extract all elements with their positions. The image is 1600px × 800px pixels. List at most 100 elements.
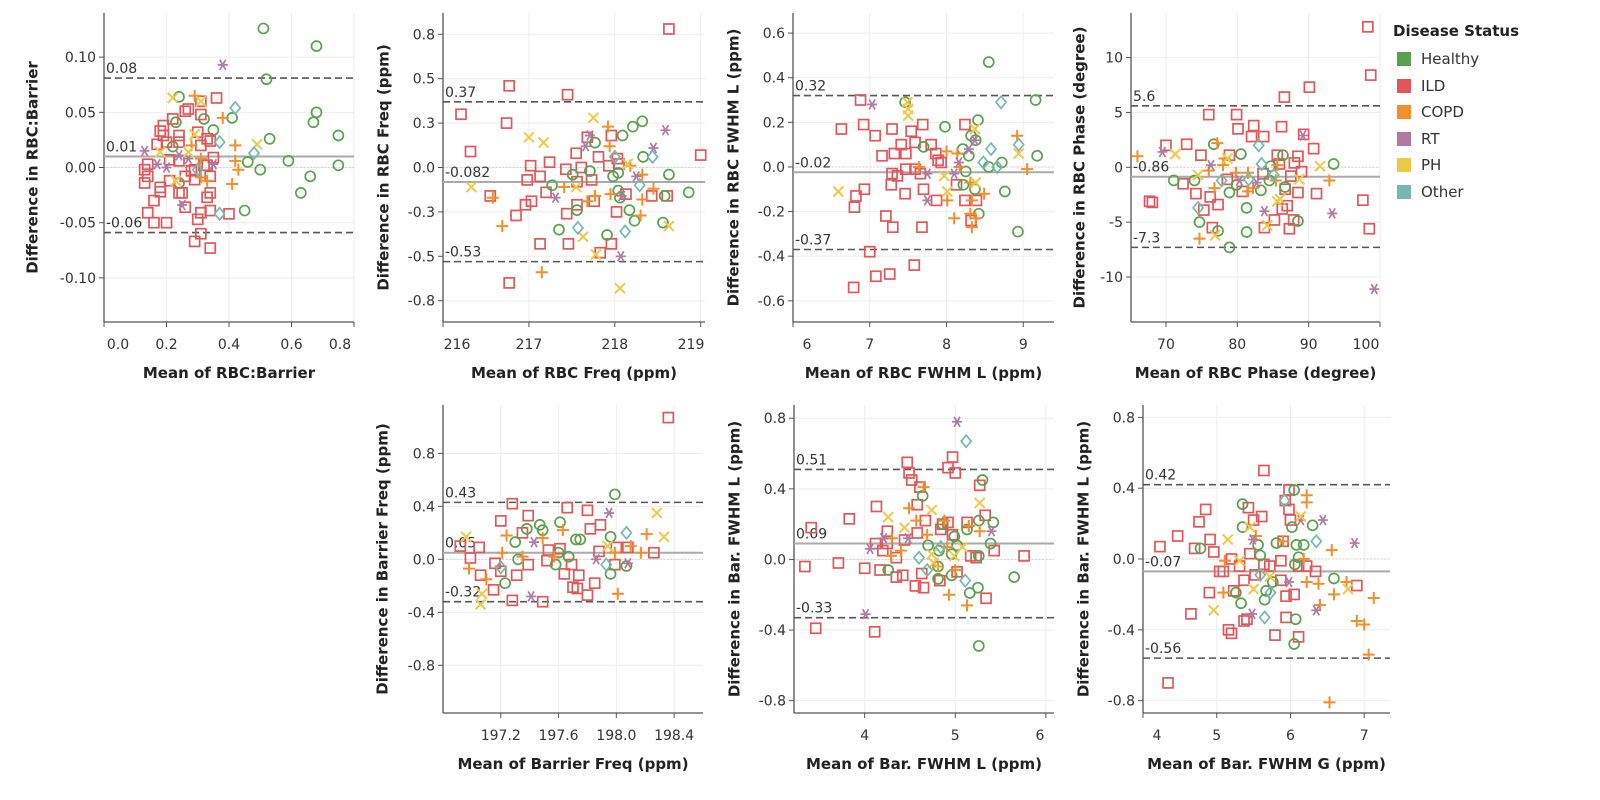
asterisk-marker [217, 59, 228, 71]
series-copd [463, 524, 653, 600]
circle-marker [1188, 174, 1201, 187]
square-marker [473, 541, 485, 554]
y-axis-title: Difference in Bar. FWHM L (ppm) [726, 421, 744, 697]
plus-marker [961, 599, 974, 612]
plus-marker [640, 528, 653, 541]
square-marker [1227, 585, 1240, 597]
square-marker [1199, 503, 1212, 516]
square-marker [1255, 510, 1268, 523]
circle-marker [999, 185, 1011, 198]
series-rt [867, 99, 980, 206]
legend-item-copd[interactable]: COPD [1393, 99, 1519, 126]
square-marker [210, 92, 223, 104]
cross-marker [1274, 193, 1286, 205]
series-ph [882, 497, 986, 569]
legend-item-ph[interactable]: PH [1393, 152, 1519, 179]
series-rt [1157, 130, 1380, 295]
series-rt [550, 124, 671, 262]
x-tick-label: 100 [1353, 337, 1380, 353]
legend-item-other[interactable]: Other [1393, 179, 1519, 206]
y-tick-label: 0.8 [764, 411, 786, 427]
lower-value-label: -0.56 [1145, 641, 1181, 657]
asterisk-marker [922, 168, 933, 180]
legend-item-ild[interactable]: ILD [1393, 73, 1519, 100]
circle-marker [1252, 538, 1264, 551]
cross-marker [188, 128, 201, 141]
square-marker [559, 163, 572, 176]
square-marker [858, 562, 871, 575]
y-tick-label: 0.2 [763, 115, 785, 131]
circle-marker [549, 558, 562, 571]
legend-swatch [1397, 105, 1411, 120]
circle-marker [295, 187, 307, 199]
legend-label: Healthy [1421, 50, 1480, 69]
circle-marker [1029, 94, 1042, 106]
circle-marker [917, 141, 930, 153]
y-tick-label: 0.0 [413, 161, 435, 177]
square-marker [506, 594, 519, 607]
series-rt [139, 59, 228, 211]
plot-panel-6: 4 5 6 -0.8 -0.4 0.0 0.4 0.8 0.09 0.51 -0.33 Mean of… [726, 405, 1054, 773]
y-tick-label: 0.00 [65, 161, 96, 177]
cross-marker [590, 248, 602, 261]
legend-item-healthy[interactable]: Healthy [1393, 46, 1519, 73]
plus-marker [894, 544, 907, 557]
square-marker [1283, 222, 1296, 235]
plus-marker [536, 532, 549, 545]
circle-marker [623, 204, 636, 216]
square-marker [562, 238, 575, 250]
asterisk-marker [550, 192, 561, 204]
circle-marker [636, 115, 649, 128]
x-tick-label: 70 [1157, 337, 1175, 353]
upper-value-label: 0.43 [445, 485, 476, 501]
cross-marker [969, 123, 981, 135]
plus-marker [1202, 164, 1215, 177]
circle-marker [282, 155, 295, 167]
plus-marker [634, 209, 647, 222]
square-marker [1292, 186, 1304, 199]
plot-panel-5: 197.2 197.6 198.0 198.4 -0.8 -0.4 0.0 0.4 0.8 0.0… [374, 405, 703, 773]
square-marker [454, 540, 467, 552]
plus-marker [951, 147, 964, 160]
circle-marker [982, 56, 995, 68]
cross-marker [941, 185, 954, 198]
square-marker [915, 567, 928, 580]
square-marker [1245, 130, 1258, 143]
y-tick-label: 0.8 [413, 27, 435, 43]
asterisk-marker [1247, 534, 1258, 545]
square-marker [1203, 586, 1216, 599]
legend-label: PH [1421, 156, 1442, 175]
square-marker [148, 194, 160, 207]
plus-marker [229, 154, 242, 167]
square-marker [979, 509, 991, 522]
cross-marker [182, 146, 195, 158]
circle-marker [1254, 549, 1267, 562]
cross-marker [1247, 583, 1260, 595]
square-marker [522, 509, 535, 522]
legend-item-rt[interactable]: RT [1393, 126, 1519, 153]
asterisk-marker [1205, 159, 1216, 171]
cross-marker [1295, 510, 1307, 523]
circle-marker [520, 523, 533, 535]
square-marker [1204, 191, 1217, 203]
square-marker [1249, 569, 1261, 581]
asterisk-marker [953, 157, 964, 168]
plus-marker [556, 524, 569, 537]
square-marker [1212, 198, 1224, 211]
square-marker [565, 558, 578, 571]
plus-marker [611, 587, 624, 600]
mean-value-label: -0.07 [1145, 554, 1181, 570]
circle-marker [241, 156, 254, 168]
square-marker [946, 451, 959, 463]
y-tick-label: 0.8 [1113, 410, 1135, 426]
square-marker [1146, 196, 1159, 209]
plus-marker [548, 550, 561, 563]
square-marker [487, 583, 500, 596]
cross-marker [170, 175, 182, 187]
square-marker [1221, 173, 1234, 186]
plus-marker [194, 152, 207, 165]
square-marker [1278, 91, 1291, 103]
square-marker [510, 209, 522, 222]
cross-marker [1261, 219, 1273, 232]
